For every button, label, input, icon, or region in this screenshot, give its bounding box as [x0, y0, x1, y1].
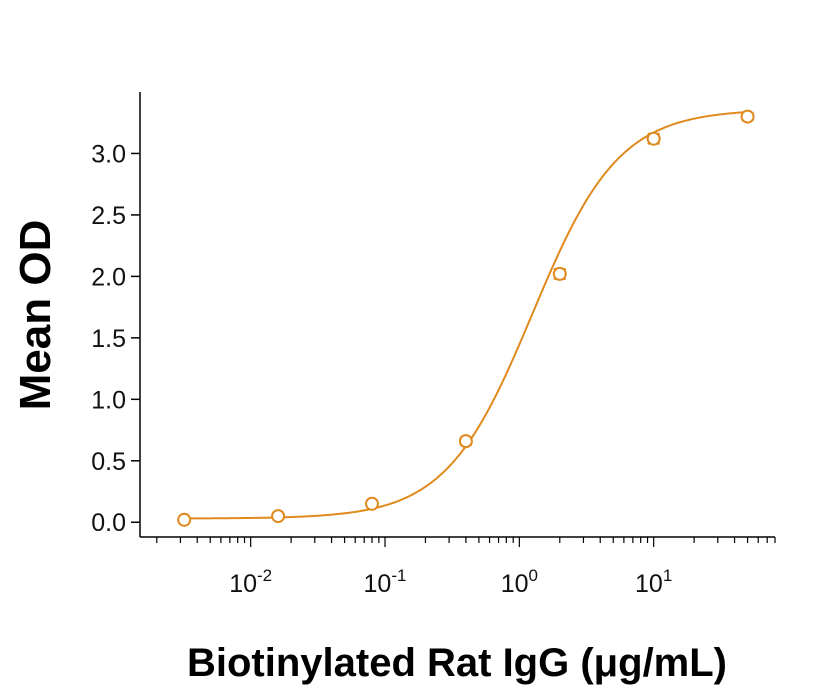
data-point — [740, 109, 755, 124]
y-tick-label: 3.0 — [91, 140, 126, 168]
x-tick-label: 100 — [501, 566, 538, 598]
y-tick-label: 1.0 — [91, 386, 126, 414]
series-plot — [177, 109, 755, 527]
y-tick-label: 0.5 — [91, 448, 126, 476]
y-axis-title: Mean OD — [11, 220, 60, 411]
data-marker — [740, 109, 755, 124]
x-tick-base: 10 — [364, 570, 392, 598]
x-axis-title: Biotinylated Rat IgG (μg/mL) — [187, 641, 727, 685]
data-point — [271, 509, 286, 524]
x-tick-base: 10 — [229, 570, 257, 598]
x-tick-exponent: -2 — [257, 566, 272, 585]
x-axis: 10-2 10-1 100 101 — [140, 536, 776, 598]
fit-curve — [184, 111, 748, 520]
y-tick-label: 2.0 — [91, 263, 126, 291]
data-point — [458, 434, 473, 449]
x-tick-exponent: 1 — [663, 566, 672, 585]
x-tick-label: 101 — [635, 566, 672, 598]
x-tick-exponent: -1 — [391, 566, 406, 585]
data-marker — [364, 496, 379, 511]
y-tick-label: 0.0 — [91, 509, 126, 537]
data-marker — [552, 266, 567, 281]
x-tick-exponent: 0 — [529, 566, 538, 585]
data-marker — [271, 509, 286, 524]
data-point — [364, 496, 379, 511]
data-marker — [177, 512, 192, 527]
data-marker — [458, 434, 473, 449]
y-tick-label: 2.5 — [91, 202, 126, 230]
data-point — [552, 266, 567, 281]
data-point — [646, 131, 661, 146]
x-tick-base: 10 — [501, 570, 529, 598]
y-axis: 0.0 0.5 1.0 1.5 2.0 2.5 3.0 — [91, 92, 141, 537]
data-point — [177, 512, 192, 527]
x-tick-label: 10-1 — [364, 566, 407, 598]
y-tick-label: 1.5 — [91, 325, 126, 353]
data-marker — [646, 131, 661, 146]
x-tick-base: 10 — [635, 570, 663, 598]
x-tick-label: 10-2 — [229, 566, 272, 598]
